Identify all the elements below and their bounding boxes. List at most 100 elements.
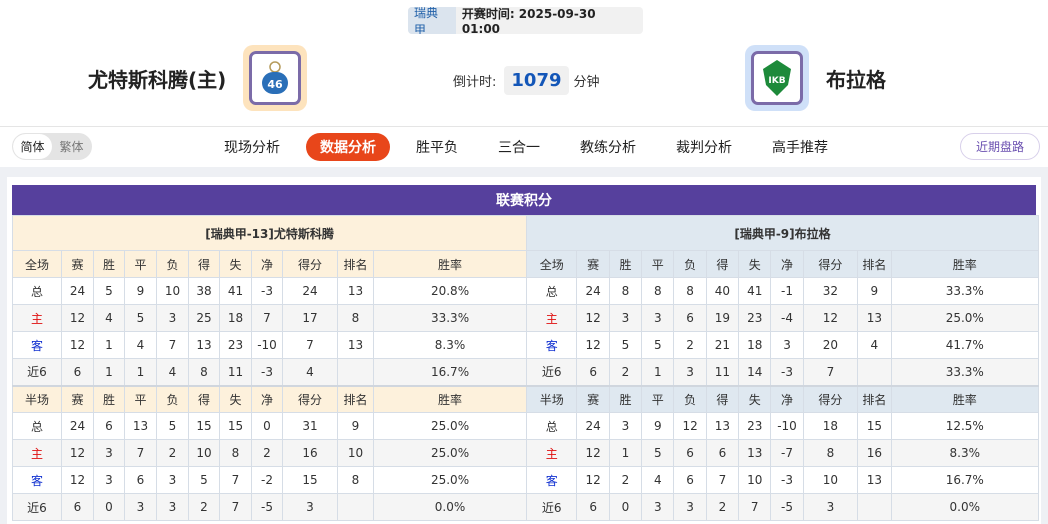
cell: 12	[576, 439, 610, 467]
cell: 2	[251, 439, 283, 467]
cell: 31	[282, 412, 338, 440]
cell: 7	[251, 304, 283, 332]
header-row: 半场赛胜平负得失净得分 排名 胜率	[525, 384, 1039, 413]
table-row: 客 12 5 5 2 21 18 3 20 4 41.7%	[525, 331, 1039, 359]
cell: -4	[770, 304, 804, 332]
league-tag[interactable]: 瑞典甲	[408, 7, 456, 34]
cell: 4	[857, 331, 892, 359]
column-header: 失	[738, 384, 772, 413]
cell: 8	[673, 277, 707, 305]
tab-2[interactable]: 胜平负	[416, 140, 458, 156]
cell: 7	[738, 493, 772, 521]
cell: 6	[61, 358, 94, 386]
script-toggle[interactable]: 简体 繁体	[12, 133, 92, 160]
standings-title: 联赛积分	[12, 185, 1036, 215]
column-header: 赛	[61, 384, 94, 413]
column-header: 得分	[802, 384, 859, 413]
traditional-option[interactable]: 繁体	[59, 140, 84, 154]
table-row: 客 12 2 4 6 7 10 -3 10 13 16.7%	[525, 466, 1039, 494]
away-team-name[interactable]: 布拉格	[826, 68, 886, 92]
cell: 8	[188, 358, 220, 386]
row-label: 总	[12, 277, 62, 305]
countdown-value: 1079	[504, 66, 569, 95]
cell: 24	[576, 412, 610, 440]
column-header: 失	[219, 384, 252, 413]
cell: 13	[705, 412, 740, 440]
cell: 3	[156, 493, 189, 521]
column-header: 净	[251, 250, 283, 278]
cell: 33.3%	[890, 277, 1039, 305]
cell: 15	[188, 412, 220, 440]
cell: -3	[251, 277, 283, 305]
column-header: 得	[188, 384, 220, 413]
header-row: 全场赛胜平负得失净得分 排名 胜率	[525, 250, 1039, 278]
tab-0[interactable]: 现场分析	[224, 140, 280, 156]
column-header: 得	[705, 384, 740, 413]
home-team-logo[interactable]: 46	[243, 45, 307, 111]
tab-3[interactable]: 三合一	[498, 140, 540, 156]
column-header: 赛	[61, 250, 94, 278]
column-header: 负	[673, 384, 707, 413]
cell: 4	[93, 304, 125, 332]
cell: 6	[576, 358, 610, 386]
column-header: 排名	[857, 384, 892, 413]
tab-5[interactable]: 裁判分析	[676, 140, 732, 156]
column-header: 半场	[525, 384, 578, 413]
cell: -5	[251, 493, 283, 521]
column-header: 平	[641, 250, 675, 278]
cell: 3	[802, 493, 859, 521]
row-label: 总	[525, 277, 578, 305]
cell: 12	[61, 331, 94, 359]
cell: 24	[576, 277, 610, 305]
cell: 15	[219, 412, 252, 440]
cell: 8	[608, 277, 643, 305]
row-label: 客	[12, 466, 62, 494]
cell: 7	[124, 439, 157, 467]
row-label: 客	[525, 331, 578, 359]
cell: -1	[770, 277, 804, 305]
cell: 5	[641, 439, 675, 467]
away-team-logo[interactable]: IKB	[745, 45, 809, 111]
cell: 12	[673, 412, 707, 440]
row-label: 主	[12, 439, 62, 467]
column-header: 得分	[282, 384, 338, 413]
recent-odds-button[interactable]: 近期盘路	[960, 133, 1040, 160]
countdown-label: 倒计时:	[453, 75, 497, 90]
cell: 23	[738, 412, 772, 440]
cell: 6	[93, 412, 125, 440]
header-row: 半场赛胜平负得失净得分 排名 胜率	[12, 384, 528, 413]
tab-1[interactable]: 数据分析	[306, 133, 390, 161]
away-standings-table: [瑞典甲-9]布拉格 全场赛胜平负得失净得分 排名 胜率总 24 8 8 8 40 41 -1 32 9…	[525, 215, 1039, 521]
cell: 8.3%	[372, 331, 528, 359]
cell: 1	[93, 331, 125, 359]
cell: 19	[705, 304, 740, 332]
away-crest-icon: IKB	[763, 60, 791, 96]
cell: 24	[61, 277, 94, 305]
cell	[857, 358, 892, 386]
column-header: 负	[156, 250, 189, 278]
cell: 3	[156, 304, 189, 332]
cell: -3	[251, 358, 283, 386]
cell: 3	[93, 466, 125, 494]
home-crest-icon: 46	[262, 61, 288, 94]
column-header: 排名	[857, 250, 892, 278]
cell: 18	[802, 412, 859, 440]
cell: 8	[802, 439, 859, 467]
cell: 0	[251, 412, 283, 440]
home-team-name[interactable]: 尤特斯科腾(主)	[88, 68, 227, 92]
cell: 24	[282, 277, 338, 305]
cell: 41.7%	[890, 331, 1039, 359]
column-header: 胜率	[372, 250, 528, 278]
column-header: 排名	[337, 250, 374, 278]
cell: 20.8%	[372, 277, 528, 305]
cell: -3	[770, 358, 804, 386]
countdown: 倒计时: 1079 分钟	[453, 66, 600, 95]
column-header: 得	[705, 250, 740, 278]
simplified-option[interactable]: 简体	[13, 134, 52, 159]
cell: 13	[738, 439, 772, 467]
tab-6[interactable]: 高手推荐	[772, 140, 828, 156]
cell	[857, 493, 892, 521]
tab-4[interactable]: 教练分析	[580, 140, 636, 156]
svg-text:IKB: IKB	[768, 76, 785, 86]
column-header: 负	[156, 384, 189, 413]
